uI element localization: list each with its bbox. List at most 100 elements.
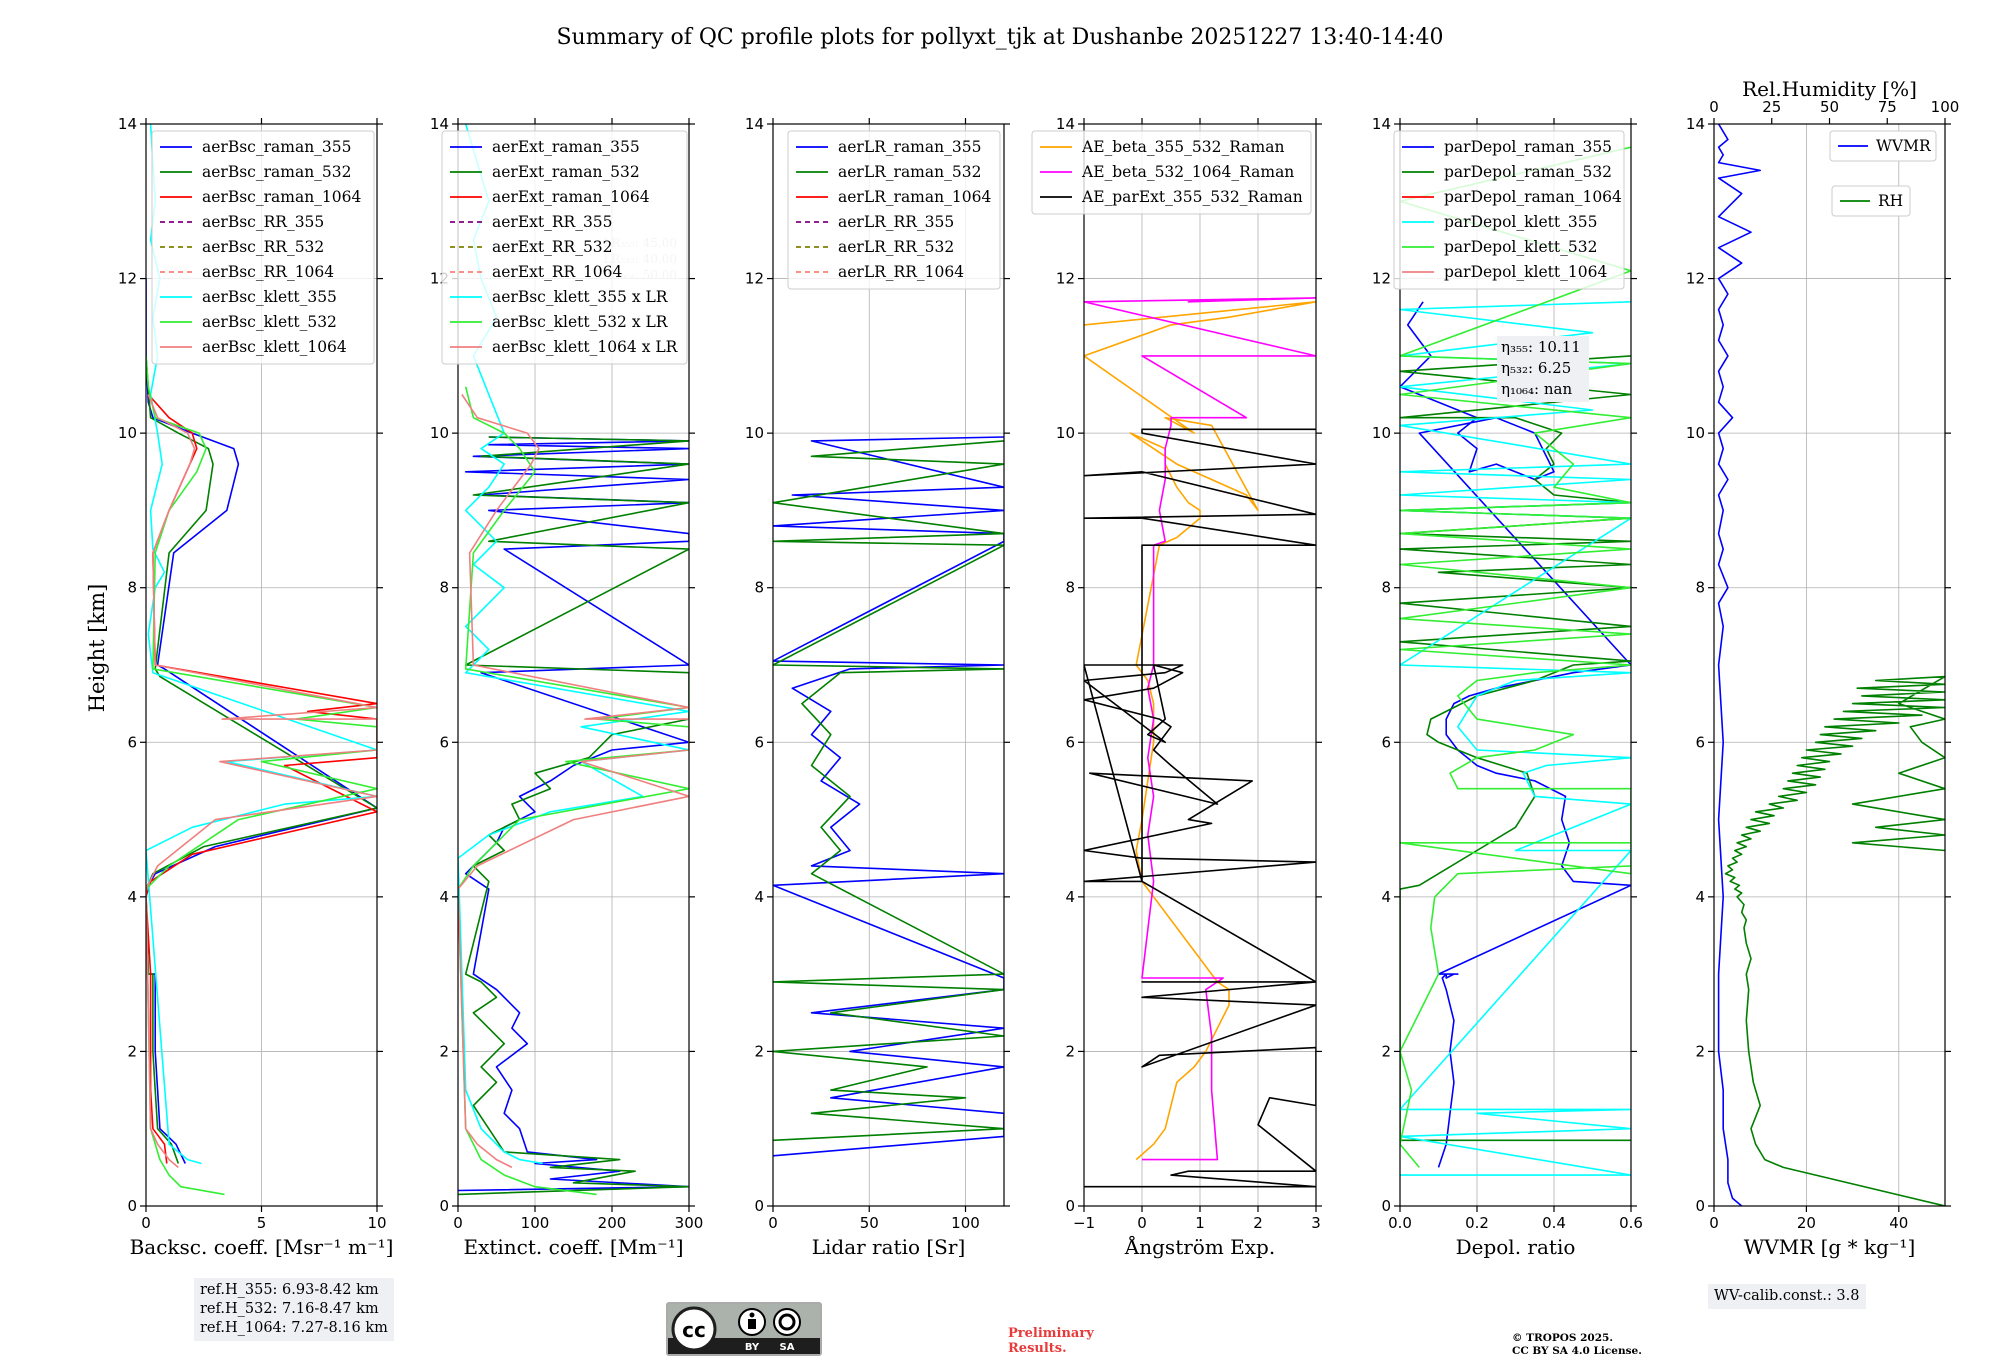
y-tick-label: 14 — [745, 115, 764, 133]
legend-box — [1393, 130, 1625, 290]
series-line-pardepol-klett-355 — [1400, 301, 1631, 1176]
axes-frame — [772, 123, 1005, 1207]
legend-entry: aerBsc_klett_532 x LR — [492, 313, 669, 331]
copyright-text: © TROPOS 2025. — [1512, 1332, 1614, 1344]
legend-entry: aerLR_raman_1064 — [838, 188, 991, 206]
series-line-aerbsc-klett-532 — [146, 355, 377, 1196]
y-tick-label: 14 — [118, 115, 137, 133]
y-tick-label: 14 — [1056, 115, 1075, 133]
series-line-aerlr-raman-355 — [773, 436, 1004, 1157]
legend-entry: aerBsc_RR_1064 — [202, 263, 334, 281]
legend-entry: aerLR_raman_532 — [838, 163, 981, 181]
legend-box — [1831, 185, 1911, 217]
legend-entry: aerBsc_RR_355 — [202, 213, 324, 231]
y-axis-label: Height [km] — [85, 584, 109, 713]
legend-entry: aerExt_raman_355 — [492, 138, 640, 156]
legend-entry: AE_beta_355_532_Raman — [1081, 138, 1284, 156]
cc-text: cc — [682, 1318, 706, 1342]
legend-entry: aerBsc_raman_1064 — [202, 188, 362, 206]
top-x-tick-label: 75 — [1878, 98, 1897, 116]
legend-entry: aerBsc_klett_355 — [202, 288, 337, 306]
wv-calib-box: WV-calib.const.: 3.8 — [1708, 1284, 1866, 1309]
legend-entry: aerBsc_klett_532 — [202, 313, 337, 331]
legend-entry: aerBsc_klett_1064 x LR — [492, 338, 679, 356]
share-alike-icon — [773, 1308, 801, 1336]
legend-entry: aerBsc_raman_355 — [202, 138, 352, 156]
y-tick-label: 8 — [127, 579, 137, 597]
legend-entry: parDepol_klett_355 — [1444, 213, 1597, 231]
panel-3: 0 2 4 6 8 10 12 14 0 50 100 Lidar ratio [Sr] aerLR_r… — [745, 115, 1010, 1259]
series-line-rh — [1724, 675, 1945, 1206]
x-tick-label: 100 — [521, 1214, 550, 1232]
x-tick-label: 10 — [367, 1214, 386, 1232]
y-tick-label: 4 — [1381, 888, 1391, 906]
y-tick-label: 6 — [127, 733, 137, 751]
x-axis-label: Extinct. coeff. [Mm⁻¹] — [463, 1235, 683, 1259]
y-tick-label: 12 — [1056, 270, 1075, 288]
cc-by-sa-badge: cc BY SA — [666, 1302, 822, 1356]
axes-frame — [1399, 123, 1632, 1207]
legend-entry: aerBsc_klett_355 x LR — [492, 288, 669, 306]
legend-entry: parDepol_raman_1064 — [1444, 188, 1622, 206]
legend-entry: RH — [1878, 192, 1903, 210]
ref-h-532: ref.H_532: 7.16-8.47 km — [200, 1301, 379, 1317]
series-line-aerbsc-raman-355 — [146, 278, 377, 1164]
series-line-aerbsc-klett-1064-x-lr — [458, 394, 689, 1169]
y-tick-label: 4 — [754, 888, 764, 906]
x-tick-label: 20 — [1797, 1214, 1816, 1232]
legend-entry: aerExt_RR_1064 — [492, 263, 623, 281]
top-x-tick-label: 0 — [1709, 98, 1719, 116]
y-tick-label: 2 — [1381, 1042, 1391, 1060]
y-tick-label: 0 — [1065, 1197, 1075, 1215]
x-axis-label: WVMR [g * kg⁻¹] — [1744, 1235, 1916, 1259]
preliminary-note: Preliminary Results. — [1008, 1326, 1094, 1356]
legend-box — [151, 130, 375, 365]
y-tick-label: 10 — [1056, 424, 1075, 442]
y-tick-label: 8 — [1065, 579, 1075, 597]
x-tick-label: 0.6 — [1619, 1214, 1643, 1232]
legend-box — [787, 130, 1001, 290]
y-tick-label: 12 — [745, 270, 764, 288]
annotation-text: η₁₀₆₄: nan — [1501, 380, 1572, 398]
y-tick-label: 8 — [1381, 579, 1391, 597]
legend-box — [441, 130, 688, 365]
legend-box — [1031, 130, 1312, 215]
x-tick-label: 0.0 — [1388, 1214, 1412, 1232]
x-tick-label: 300 — [675, 1214, 704, 1232]
y-tick-label: 6 — [439, 733, 449, 751]
x-tick-label: −1 — [1073, 1214, 1095, 1232]
x-tick-label: 5 — [257, 1214, 267, 1232]
y-tick-label: 12 — [1686, 270, 1705, 288]
legend-entry: aerExt_RR_532 — [492, 238, 613, 256]
license-text: CC BY SA 4.0 License. — [1512, 1345, 1642, 1357]
preliminary-text: Preliminary — [1008, 1326, 1094, 1341]
y-tick-label: 0 — [1381, 1197, 1391, 1215]
y-tick-label: 2 — [1695, 1042, 1705, 1060]
y-tick-label: 14 — [1686, 115, 1705, 133]
series-line-pardepol-klett-532 — [1400, 146, 1631, 1168]
reference-height-box: ref.H_355: 6.93-8.42 km ref.H_532: 7.16-… — [194, 1278, 394, 1341]
y-tick-label: 0 — [439, 1197, 449, 1215]
annotation-text: η₅₃₂: 6.25 — [1501, 359, 1571, 377]
y-tick-label: 4 — [1065, 888, 1075, 906]
y-tick-label: 10 — [430, 424, 449, 442]
cc-icon — [671, 1306, 717, 1352]
y-tick-label: 12 — [118, 270, 137, 288]
y-tick-label: 6 — [1381, 733, 1391, 751]
series-group — [1084, 297, 1316, 1188]
series-line-ae-parext-355-532-raman — [1084, 428, 1316, 1188]
axes-frame — [457, 123, 690, 1207]
x-tick-label: 100 — [951, 1214, 980, 1232]
y-tick-label: 2 — [127, 1042, 137, 1060]
legend-entry: aerBsc_klett_1064 — [202, 338, 347, 356]
figure-title: Summary of QC profile plots for pollyxt_… — [556, 25, 1443, 50]
x-tick-label: 0 — [1137, 1214, 1147, 1232]
top-x-tick-label: 25 — [1762, 98, 1781, 116]
y-tick-label: 4 — [1695, 888, 1705, 906]
legend-entry: aerExt_raman_1064 — [492, 188, 650, 206]
legend-entry: aerExt_RR_355 — [492, 213, 613, 231]
y-tick-label: 10 — [118, 424, 137, 442]
y-tick-label: 6 — [1065, 733, 1075, 751]
series-line-aerlr-raman-532 — [773, 440, 1004, 1142]
